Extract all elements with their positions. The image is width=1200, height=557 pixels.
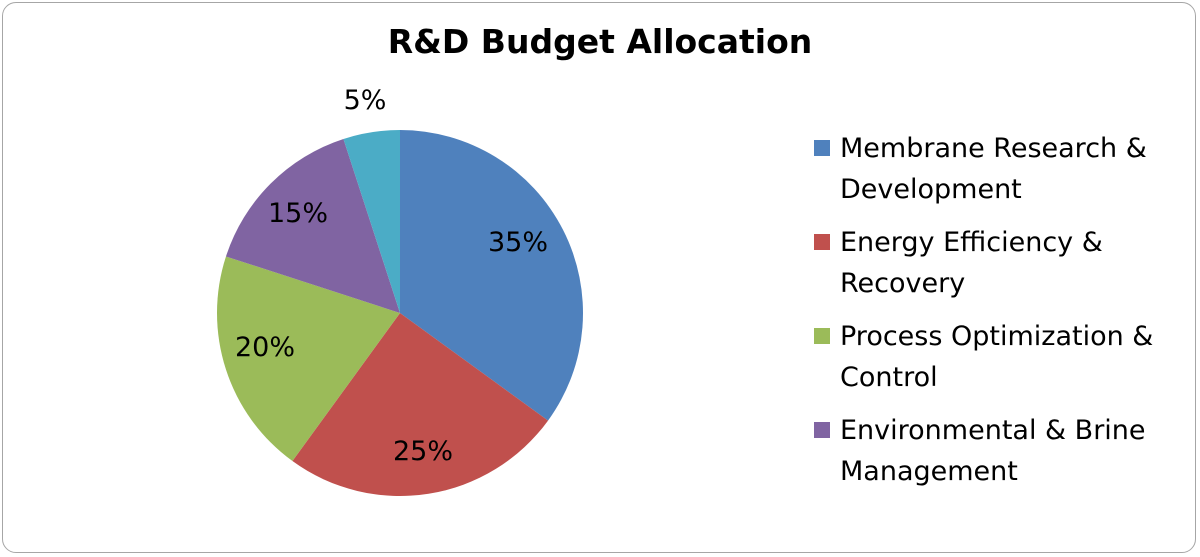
pie-slice-other <box>343 130 400 313</box>
legend: Membrane Research & Development Energy Eff… <box>812 128 1192 504</box>
legend-label: Development <box>840 174 1022 205</box>
legend-label: Energy Efficiency & <box>840 227 1103 258</box>
legend-label: Control <box>840 362 938 393</box>
legend-label: Process Optimization & <box>840 321 1154 352</box>
pie-slice-environmental-brine <box>225 138 400 313</box>
legend-item-environmental-brine: Environmental & Brine Management <box>812 410 1192 492</box>
legend-swatch <box>814 328 830 344</box>
data-label-process-optimization: 20% <box>235 332 295 363</box>
legend-swatch <box>814 422 830 438</box>
legend-item-membrane-research: Membrane Research & Development <box>812 128 1192 210</box>
pie-slice-membrane-research <box>400 130 583 421</box>
legend-label: Membrane Research & <box>840 133 1147 164</box>
data-label-membrane-research: 35% <box>488 227 548 258</box>
legend-label: Management <box>840 456 1018 487</box>
data-label-other: 5% <box>344 85 387 116</box>
pie-slice-energy-efficiency <box>292 313 549 496</box>
chart-title: R&D Budget Allocation <box>387 22 813 61</box>
legend-item-process-optimization: Process Optimization & Control <box>812 316 1192 398</box>
legend-label: Recovery <box>840 268 966 299</box>
legend-label: Environmental & Brine <box>840 415 1146 446</box>
pie-slice-process-optimization <box>217 256 400 462</box>
data-label-environmental-brine: 15% <box>268 198 328 229</box>
legend-swatch <box>814 234 830 250</box>
data-label-energy-efficiency: 25% <box>393 436 453 467</box>
legend-swatch <box>814 140 830 156</box>
legend-item-energy-efficiency: Energy Efficiency & Recovery <box>812 222 1192 304</box>
